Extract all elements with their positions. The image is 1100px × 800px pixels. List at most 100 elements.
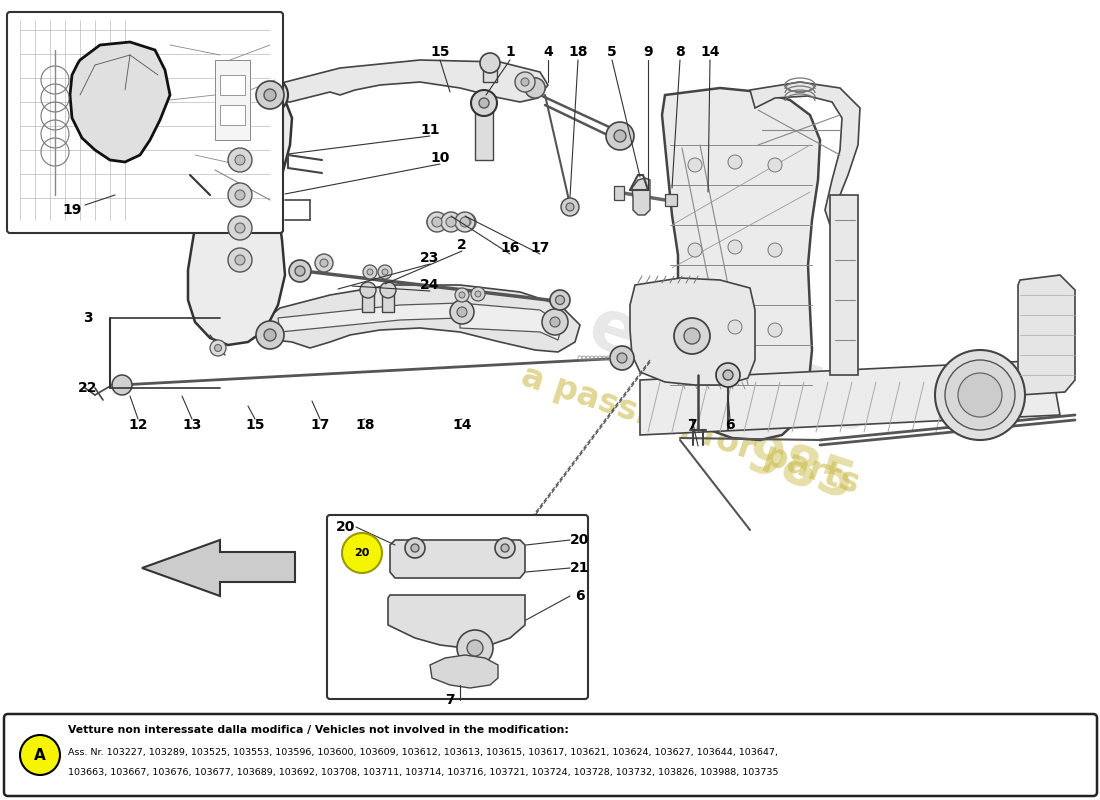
Text: 7: 7	[688, 418, 696, 432]
Circle shape	[542, 309, 568, 335]
Text: 19: 19	[63, 203, 81, 217]
Text: 15: 15	[245, 418, 265, 432]
Circle shape	[320, 259, 328, 267]
Text: A: A	[34, 747, 46, 762]
Circle shape	[289, 260, 311, 282]
Circle shape	[463, 218, 471, 226]
Circle shape	[455, 288, 469, 302]
Circle shape	[550, 290, 570, 310]
Circle shape	[235, 255, 245, 265]
Circle shape	[468, 640, 483, 656]
Text: 13: 13	[183, 418, 201, 432]
Circle shape	[610, 346, 634, 370]
Circle shape	[460, 217, 470, 227]
Circle shape	[210, 340, 225, 356]
Circle shape	[235, 190, 245, 200]
Text: 16: 16	[500, 241, 519, 255]
Text: 23: 23	[420, 251, 440, 265]
Circle shape	[256, 321, 284, 349]
Circle shape	[500, 544, 509, 552]
Circle shape	[446, 217, 456, 227]
Bar	[666, 194, 676, 206]
Circle shape	[495, 538, 515, 558]
Circle shape	[228, 148, 252, 172]
FancyBboxPatch shape	[4, 714, 1097, 796]
Circle shape	[716, 363, 740, 387]
Circle shape	[441, 212, 461, 232]
Circle shape	[556, 295, 564, 305]
Polygon shape	[460, 303, 562, 340]
Circle shape	[935, 350, 1025, 440]
Text: 20: 20	[354, 548, 370, 558]
Circle shape	[432, 217, 442, 227]
Circle shape	[728, 240, 743, 254]
Circle shape	[214, 345, 221, 351]
Text: 9: 9	[644, 45, 652, 59]
Circle shape	[411, 544, 419, 552]
Circle shape	[723, 370, 733, 380]
Circle shape	[688, 243, 702, 257]
Circle shape	[456, 630, 493, 666]
FancyBboxPatch shape	[327, 515, 588, 699]
Circle shape	[456, 307, 468, 317]
Circle shape	[264, 329, 276, 341]
Bar	[220, 105, 245, 125]
Circle shape	[480, 53, 501, 73]
Text: 24: 24	[420, 278, 440, 292]
Polygon shape	[258, 285, 580, 352]
Circle shape	[295, 266, 305, 276]
Circle shape	[315, 254, 333, 272]
Circle shape	[367, 269, 373, 275]
Circle shape	[475, 291, 481, 297]
Text: Ass. Nr. 103227, 103289, 103525, 103553, 103596, 103600, 103609, 103612, 103613,: Ass. Nr. 103227, 103289, 103525, 103553,…	[68, 747, 778, 757]
Circle shape	[382, 269, 388, 275]
FancyBboxPatch shape	[7, 12, 283, 233]
Polygon shape	[278, 303, 460, 332]
Circle shape	[728, 320, 743, 334]
Bar	[214, 60, 250, 140]
Text: 7: 7	[446, 693, 454, 707]
Circle shape	[945, 360, 1015, 430]
Circle shape	[617, 353, 627, 363]
Circle shape	[455, 212, 475, 232]
Text: 18: 18	[569, 45, 587, 59]
Circle shape	[252, 77, 288, 113]
Polygon shape	[630, 278, 755, 385]
Circle shape	[525, 78, 544, 98]
Circle shape	[728, 155, 743, 169]
Circle shape	[20, 735, 60, 775]
Text: 103663, 103667, 103676, 103677, 103689, 103692, 103708, 103711, 103714, 103716, : 103663, 103667, 103676, 103677, 103689, …	[68, 767, 779, 777]
Circle shape	[606, 122, 634, 150]
Polygon shape	[188, 82, 292, 345]
Circle shape	[228, 183, 252, 207]
Bar	[362, 290, 374, 312]
Text: 14: 14	[452, 418, 472, 432]
Text: 17: 17	[310, 418, 330, 432]
Text: 3: 3	[84, 311, 92, 325]
Bar	[830, 195, 858, 375]
Polygon shape	[388, 595, 525, 648]
Bar	[483, 62, 497, 82]
Circle shape	[427, 212, 447, 232]
Text: Vetture non interessate dalla modifica / Vehicles not involved in the modificati: Vetture non interessate dalla modifica /…	[68, 725, 569, 735]
Polygon shape	[750, 82, 860, 225]
Bar	[382, 290, 394, 312]
Text: 5: 5	[607, 45, 617, 59]
Circle shape	[561, 198, 579, 216]
Text: 14: 14	[701, 45, 719, 59]
Circle shape	[958, 373, 1002, 417]
Circle shape	[614, 130, 626, 142]
Polygon shape	[1018, 275, 1075, 395]
Circle shape	[471, 90, 497, 116]
Text: 6: 6	[725, 418, 735, 432]
Text: 6: 6	[575, 589, 585, 603]
Text: 15: 15	[430, 45, 450, 59]
Circle shape	[674, 318, 710, 354]
Polygon shape	[632, 178, 650, 215]
Text: 17: 17	[530, 241, 550, 255]
Text: 12: 12	[129, 418, 147, 432]
Text: 20: 20	[570, 533, 590, 547]
Polygon shape	[640, 360, 1060, 435]
Circle shape	[525, 78, 544, 98]
Circle shape	[432, 218, 440, 226]
